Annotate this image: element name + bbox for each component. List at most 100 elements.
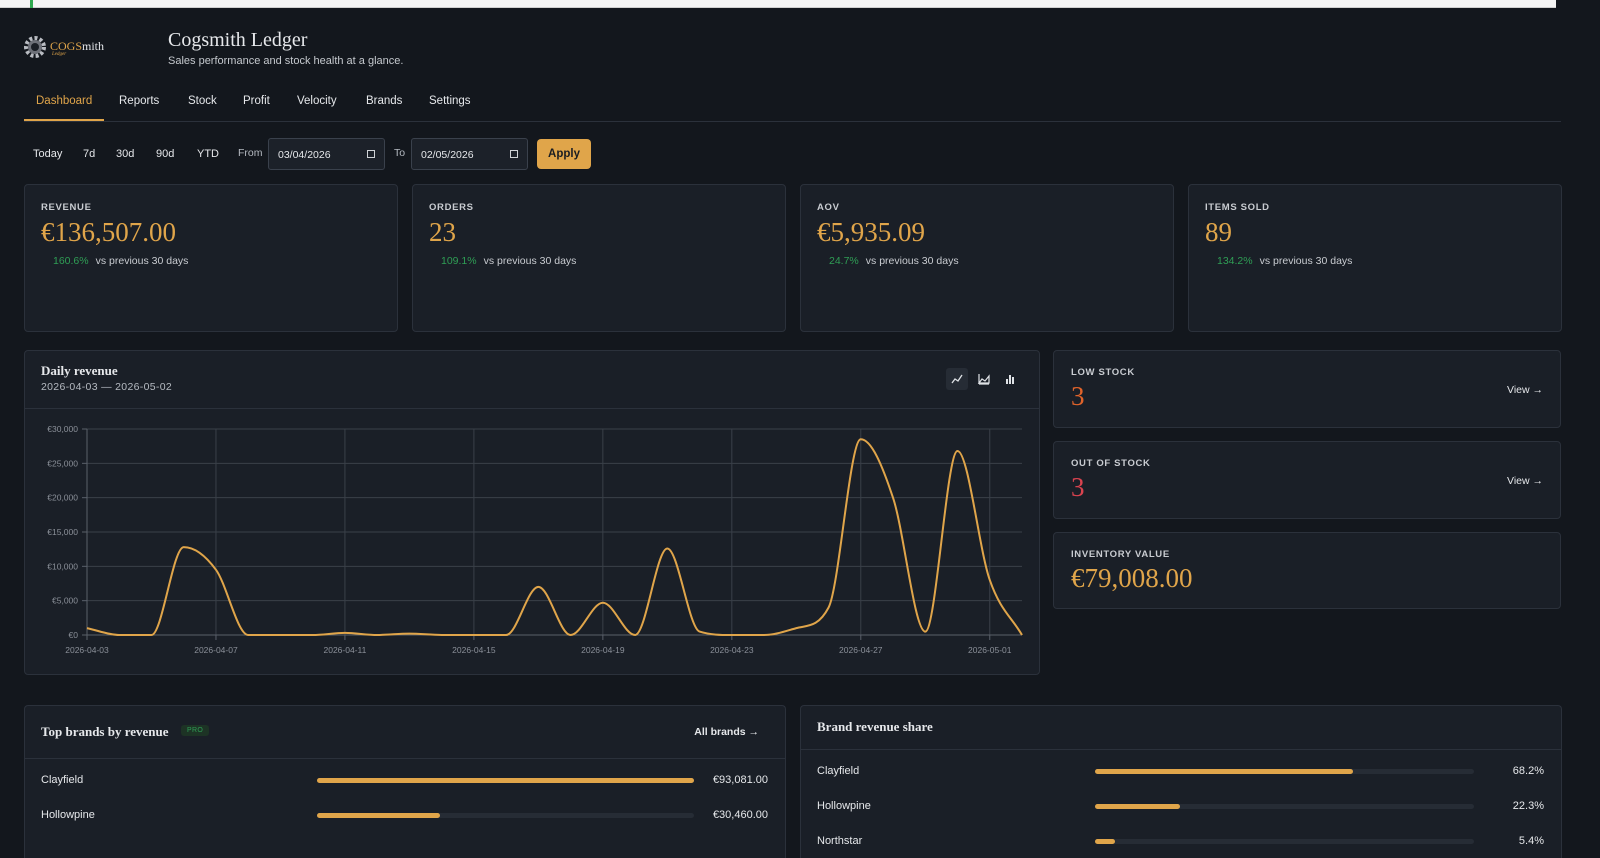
y-tick-label: €20,000: [47, 493, 78, 503]
delta-note: vs previous 30 days: [483, 255, 577, 267]
progress-mark: [30, 0, 33, 8]
x-tick-label: 2026-04-19: [581, 645, 625, 655]
preset-button[interactable]: 90d: [156, 148, 175, 160]
stock-card: LOW STOCK 3 View →: [1053, 350, 1561, 428]
brand-name: Hollowpine: [817, 800, 871, 812]
apply-button[interactable]: Apply: [537, 139, 591, 169]
kpi-label: ITEMS SOLD: [1205, 202, 1270, 213]
inventory-value: €79,008.00: [1071, 563, 1193, 593]
delta-value: 160.6%: [53, 255, 89, 267]
to-input[interactable]: 02/05/2026: [411, 138, 528, 170]
revenue-line: [86, 438, 1023, 637]
preset-button[interactable]: Today: [33, 148, 63, 160]
share-value: 22.3%: [1512, 800, 1544, 812]
to-value: 02/05/2026: [421, 149, 474, 161]
chart-card: Daily revenue 2026-04-03 — 2026-05-02 €0…: [24, 350, 1040, 675]
kpi-card: ITEMS SOLD 89 134.2% vs previous 30 days: [1188, 184, 1562, 332]
x-tick-label: 2026-04-03: [65, 645, 109, 655]
pro-badge: PRO: [181, 725, 210, 736]
nav-tab[interactable]: Settings: [429, 95, 471, 107]
card-divider: [25, 408, 1039, 409]
y-tick-label: €5,000: [52, 596, 78, 606]
y-tick-label: €0: [69, 630, 79, 640]
line-icon: [951, 374, 963, 384]
nav-tab[interactable]: Brands: [366, 95, 403, 107]
kpi-value: €136,507.00: [41, 217, 176, 247]
brand-value: €93,081.00: [712, 774, 768, 786]
delta-row: 109.1% vs previous 30 days: [441, 255, 576, 267]
x-tick-label: 2026-04-11: [324, 645, 367, 655]
card-divider: [25, 758, 785, 759]
card-title: Top brands by revenue: [41, 724, 169, 739]
logo-tagline: Ledger: [52, 52, 67, 57]
brand-name: Clayfield: [817, 765, 860, 777]
y-tick-label: €10,000: [47, 561, 78, 571]
area-icon[interactable]: [977, 374, 990, 385]
logo-part: COGS: [50, 39, 83, 53]
brand-name: Clayfield: [41, 774, 84, 786]
delta-row: 24.7% vs previous 30 days: [829, 255, 959, 267]
stock-value: 3: [1071, 381, 1085, 411]
delta-note: vs previous 30 days: [865, 255, 959, 267]
view-link[interactable]: View →: [1507, 384, 1543, 396]
brand-share-card: Brand revenue share Clayfield 68.2% Hollow…: [800, 705, 1562, 858]
nav-tab[interactable]: Reports: [119, 95, 160, 107]
logo-part: mith: [82, 39, 105, 53]
y-tick-label: €15,000: [47, 527, 78, 537]
x-tick-label: 2026-05-01: [968, 645, 1012, 655]
x-tick-label: 2026-04-23: [710, 645, 754, 655]
y-tick-label: €25,000: [47, 458, 78, 468]
logo-gear: [24, 36, 46, 58]
delta-note: vs previous 30 days: [95, 255, 189, 267]
delta-note: vs previous 30 days: [1259, 255, 1353, 267]
kpi-label: REVENUE: [41, 202, 92, 213]
brand-name: Hollowpine: [41, 809, 95, 821]
y-tick-label: €30,000: [47, 424, 78, 434]
from-label: From: [238, 147, 263, 159]
nav-tab[interactable]: Stock: [188, 95, 217, 107]
delta-value: 24.7%: [829, 255, 859, 267]
page-title: Cogsmith Ledger: [168, 29, 308, 51]
bar: [1095, 839, 1116, 844]
x-tick-label: 2026-04-07: [194, 645, 238, 655]
preset-button[interactable]: YTD: [197, 148, 219, 160]
nav-tab[interactable]: Dashboard: [24, 95, 105, 121]
delta-value: 134.2%: [1217, 255, 1253, 267]
bar-icon[interactable]: [1006, 375, 1014, 384]
bar-track: [1095, 839, 1474, 844]
delta-row: 160.6% vs previous 30 days: [53, 255, 188, 267]
kpi-label: ORDERS: [429, 202, 474, 213]
all-brands-link[interactable]: All brands →: [694, 726, 759, 738]
preset-button[interactable]: 7d: [83, 148, 96, 160]
kpi-card: REVENUE €136,507.00 160.6% vs previous 30 d…: [24, 184, 398, 332]
delta-row: 134.2% vs previous 30 days: [1217, 255, 1352, 267]
from-input[interactable]: 03/04/2026: [268, 138, 385, 170]
bar-track: [1095, 804, 1474, 809]
bar: [1095, 769, 1354, 774]
stock-card: OUT OF STOCK 3 View →: [1053, 441, 1561, 519]
calendar-icon: [367, 150, 375, 158]
bar-track: [317, 813, 694, 818]
share-value: 5.4%: [1518, 835, 1544, 847]
x-tick-label: 2026-04-27: [839, 645, 883, 655]
bar: [1095, 804, 1180, 809]
kpi-value: €5,935.09: [817, 217, 925, 247]
preset-button[interactable]: 30d: [116, 148, 135, 160]
logo-text: COGSmith: [50, 39, 104, 54]
browser-strip: [0, 0, 1556, 8]
to-label: To: [394, 147, 406, 159]
x-tick-label: 2026-04-15: [452, 645, 496, 655]
brand-value: €30,460.00: [712, 809, 768, 821]
kpi-value: 23: [429, 217, 456, 247]
chart-subtitle: 2026-04-03 — 2026-05-02: [41, 381, 172, 393]
nav-tab[interactable]: Profit: [243, 95, 270, 107]
line-toggle[interactable]: [946, 368, 968, 390]
from-value: 03/04/2026: [278, 149, 331, 161]
view-link[interactable]: View →: [1507, 475, 1543, 487]
nav-tab[interactable]: Velocity: [297, 95, 337, 107]
inventory-card: INVENTORY VALUE €79,008.00: [1053, 532, 1561, 609]
card-title: Brand revenue share: [817, 719, 933, 734]
calendar-icon: [510, 150, 518, 158]
card-divider: [801, 749, 1561, 750]
